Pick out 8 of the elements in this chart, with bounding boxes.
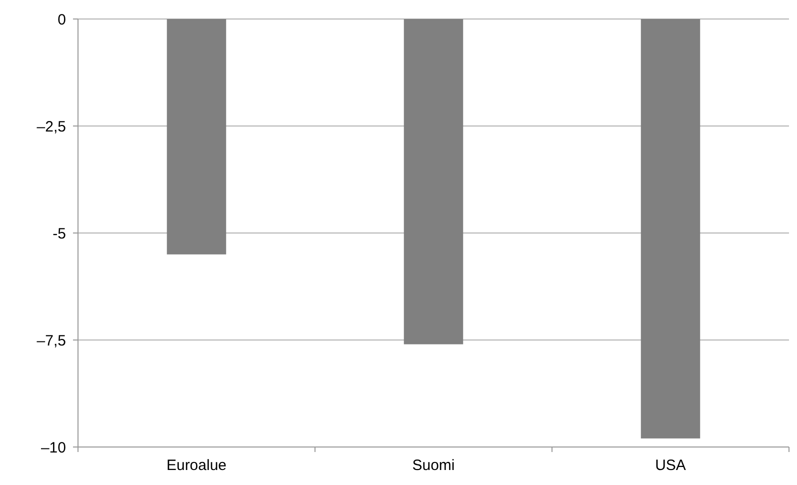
y-tick-label: –10 [40, 439, 66, 456]
x-tick-label: Suomi [412, 457, 455, 474]
x-tick-label: USA [655, 457, 686, 474]
y-tick-label: –7,5 [36, 332, 66, 350]
y-tick-label: -5 [52, 225, 66, 242]
x-tick-label: Euroalue [166, 457, 227, 474]
y-tick-label: 0 [58, 11, 66, 28]
y-tick-label: –2,5 [36, 118, 66, 136]
